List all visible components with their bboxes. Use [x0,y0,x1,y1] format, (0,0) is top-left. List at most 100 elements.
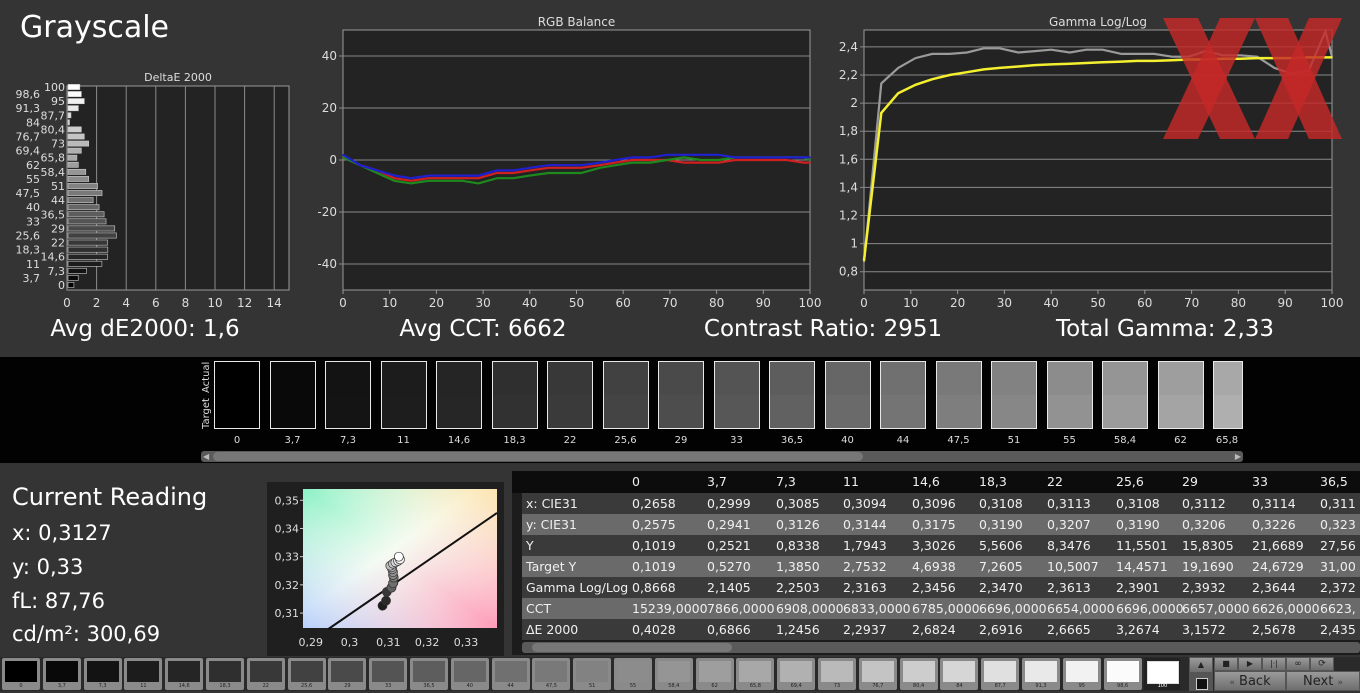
reading-y: y: 0,33 [12,555,84,579]
swatch-button[interactable]: 84 [940,658,979,690]
next-button[interactable]: Next » [1286,671,1360,691]
gamma-series-point [1120,53,1123,55]
table-cell: 6696,0000 [979,601,1047,616]
swatch-button[interactable]: 73 [818,658,856,690]
swatch[interactable] [325,361,371,429]
swatch-button[interactable]: 76,7 [858,658,897,690]
swatch[interactable] [491,361,538,429]
swatch-button[interactable]: 11 [124,658,163,690]
swatch-button[interactable]: 25,6 [287,658,326,690]
stop-button[interactable]: ■ [1214,657,1238,671]
watermark-x-stroke [1255,18,1342,139]
swatch-color [617,661,649,682]
swatch[interactable] [658,361,704,429]
swatch-button[interactable]: 29 [328,658,367,690]
rgb-series-point [802,156,805,159]
rgb-series-point [512,172,515,174]
swatch-button[interactable]: 80,4 [899,658,938,690]
swatch-button[interactable]: 91,3 [1022,658,1060,690]
swatch[interactable] [769,361,815,429]
swatch[interactable] [1102,361,1148,429]
swatch[interactable] [991,361,1037,429]
swatch-button[interactable]: 62 [695,658,734,690]
swatch-button[interactable]: 44 [491,658,530,690]
table-cell: 4,6938 [912,559,956,574]
de-bar [67,91,82,97]
swatch-button[interactable]: 87,7 [981,658,1020,690]
swatch[interactable] [1213,361,1243,429]
swatch-button[interactable]: 47,5 [532,658,571,690]
swatch-label: 25,6 [614,435,637,446]
swatch[interactable] [436,361,482,429]
column-header: 33 [1252,474,1268,489]
table-cell: 8,3476 [1047,538,1091,553]
swatch[interactable] [380,361,427,429]
swatch[interactable] [547,361,593,429]
table-scrollbar[interactable] [522,642,1360,653]
strip-scroll-thumb[interactable] [213,452,863,461]
swatch[interactable] [1046,361,1093,429]
swatch-button[interactable]: 0 [2,658,40,690]
swatch-button[interactable]: 36,5 [410,658,448,690]
refresh-button[interactable]: ⟳ [1310,657,1334,671]
strip-scrollbar[interactable]: ◀ ▶ [201,451,1243,462]
swatch-button[interactable]: 18,3 [206,658,244,690]
swatch-button[interactable]: 40 [450,658,489,690]
swatch-button[interactable]: 33 [369,658,408,690]
swatch[interactable] [713,361,760,429]
scroll-right-arrow-icon[interactable]: ▶ [1234,452,1241,461]
table-cell: 6908,0000 [776,601,844,616]
swatch-button[interactable]: 3,7 [42,658,81,690]
swatch[interactable] [602,361,649,429]
step-button[interactable]: |·| [1262,657,1286,671]
table-cell: 2,435 [1320,622,1356,637]
table-scroll-thumb[interactable] [532,643,732,652]
rgb-series-point [376,169,378,172]
cie-chart: 0,29 0,3 0,31 0,32 0,33 0,35 0,34 0,33 0,32 0,31 [267,482,504,656]
stop-toggle-button[interactable] [1189,673,1213,691]
swatch-button-selected[interactable]: 100 [1144,658,1181,690]
swatch-button[interactable]: 95 [1062,658,1101,690]
swatch-button[interactable]: 7,3 [83,658,122,690]
swatch-button[interactable]: 55 [614,658,652,690]
gamma-series-point [1153,53,1155,55]
swatch-button[interactable]: 22 [246,658,285,690]
de-bar [67,98,85,105]
rgb-series-point [359,164,362,166]
swatch[interactable] [269,361,316,429]
table-cell: 2,3163 [843,580,887,595]
scroll-left-arrow-icon[interactable]: ◀ [203,452,210,461]
collapse-button[interactable]: ▲ [1189,657,1213,673]
de-bar [67,168,87,175]
swatch-button[interactable]: 58,4 [654,658,693,690]
swatch-button[interactable]: 65,8 [736,658,775,690]
chevron-double-right-icon: » [1337,678,1343,688]
row-label: Gamma Log/Log [526,580,629,595]
swatch-button[interactable]: 98,6 [1103,658,1142,690]
gamma-series-point [931,78,934,80]
swatch-button[interactable]: 69,4 [777,658,816,690]
loop-button[interactable]: ∞ [1286,657,1310,671]
back-button[interactable]: « Back [1214,671,1286,691]
swatch-button-label: 22 [262,683,269,689]
rgb-series-point [580,167,582,169]
swatch[interactable] [1157,361,1204,429]
swatch[interactable] [880,361,926,429]
rgb-series-point [666,154,668,156]
swatch[interactable] [935,361,982,429]
de-x-tick: 8 [182,296,190,310]
de-y-tick: 36,5 [41,208,66,221]
measurement-table: 0 3,7 7,3 11 14,6 18,3 22 25,6 29 33 36,5 x: CIE31 0… [512,471,1360,655]
rgb-series-point [809,159,811,161]
swatch-color [1065,661,1098,682]
swatch[interactable] [214,361,260,429]
gamma-series-point [983,47,985,50]
swatch-button[interactable]: 14,6 [165,658,204,690]
table-cell: 6623, [1320,601,1356,616]
swatch[interactable] [824,361,871,429]
table-cell: 0,3085 [776,496,820,511]
swatch-button[interactable]: 51 [573,658,612,690]
swatch-color [5,661,37,682]
rgb-chart-title: RGB Balance [538,15,616,29]
play-button[interactable]: ▶ [1238,657,1262,671]
